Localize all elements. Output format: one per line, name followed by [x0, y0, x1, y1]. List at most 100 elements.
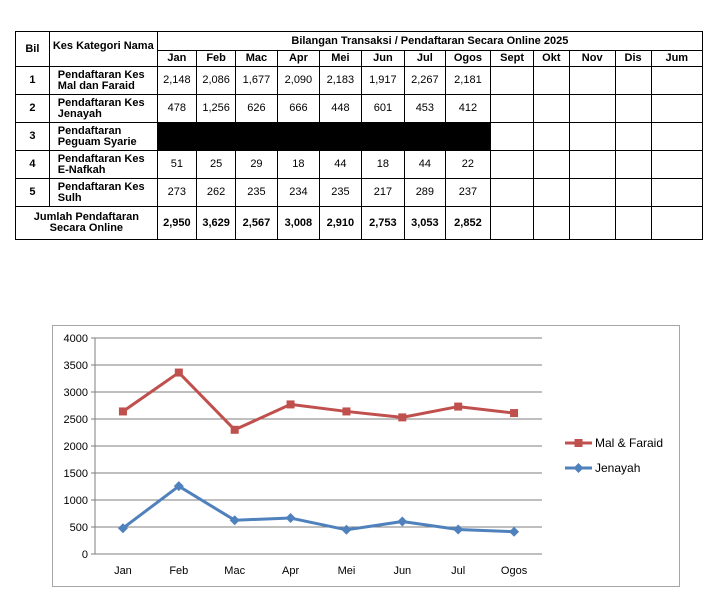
- total-cell: 3,053: [404, 206, 446, 240]
- series-line-2: [122, 484, 515, 534]
- x-tick-label: Jan: [114, 565, 132, 577]
- total-label: Jumlah Pendaftaran Secara Online: [15, 206, 158, 240]
- table-cell: 235: [319, 178, 362, 207]
- table-cell: [568, 122, 616, 151]
- month-header-sept: Sept: [490, 50, 534, 67]
- registration-table: Bil Kes Kategori Nama Bilangan Transaksi…: [15, 31, 704, 240]
- table-cell: [650, 150, 704, 179]
- table-cell: [490, 122, 534, 151]
- table-cell: [568, 66, 616, 95]
- table-cell: 666: [276, 94, 321, 123]
- month-header-okt: Okt: [532, 50, 570, 67]
- y-tick-label: 2500: [64, 414, 88, 426]
- table-cell: 273: [156, 178, 197, 207]
- x-tick-label: Feb: [169, 565, 188, 577]
- table-cell: [650, 178, 704, 207]
- data-point: [453, 524, 464, 535]
- table-cell: 18: [276, 150, 321, 179]
- row-category-line: Pendaftaran: [57, 124, 122, 137]
- data-point: [454, 402, 463, 411]
- table-cell: 262: [195, 178, 237, 207]
- table-cell: 29: [235, 150, 278, 179]
- table-row: 4 Pendaftaran Kes E-Nafkah 51 25 29 18 44 18 44 22: [15, 150, 704, 179]
- row-number: 5: [15, 178, 50, 207]
- table-cell: [532, 66, 570, 95]
- total-cell: 2,950: [156, 206, 197, 240]
- y-tick-label: 3000: [64, 387, 88, 399]
- legend-label: Mal & Faraid: [595, 436, 663, 450]
- x-tick-label: Mac: [224, 565, 245, 577]
- row-category: Pendaftaran Kes E-Nafkah: [48, 150, 158, 179]
- data-point: [174, 368, 183, 377]
- legend-label: Jenayah: [595, 461, 640, 475]
- month-header-jul: Jul: [404, 50, 446, 67]
- table-cell: [568, 178, 616, 207]
- table-cell: 25: [195, 150, 237, 179]
- total-cell: 2,910: [319, 206, 362, 240]
- total-row: Jumlah Pendaftaran Secara Online 2,950 3,62…: [15, 206, 704, 240]
- registration-table-container: Bil Kes Kategori Nama Bilangan Transaksi…: [15, 31, 704, 240]
- table-cell: [532, 122, 570, 151]
- legend-marker: [574, 439, 583, 447]
- table-cell: 2,183: [319, 66, 362, 95]
- table-row: 5 Pendaftaran Kes Sulh 273 262 235 234 235 217 28…: [15, 178, 704, 207]
- row-category-line: E-Nafkah: [57, 163, 106, 176]
- table-cell: [490, 178, 534, 207]
- row-category: Pendaftaran Kes Mal dan Faraid: [48, 66, 158, 95]
- total-cell: 3,629: [195, 206, 237, 240]
- row-number: 1: [15, 66, 50, 95]
- row-number: 2: [15, 94, 50, 123]
- y-tick-label: 2000: [64, 441, 88, 453]
- x-tick-label: Jun: [393, 565, 411, 577]
- table-cell: [650, 94, 704, 123]
- month-header-jan: Jan: [156, 50, 197, 67]
- data-point: [229, 515, 240, 526]
- header-kategori: Kes Kategori Nama: [48, 31, 158, 67]
- table-body: 1 Pendaftaran Kes Mal dan Faraid 2,148 2,086…: [15, 66, 704, 240]
- total-cell: 2,852: [444, 206, 492, 240]
- row-category: Pendaftaran Kes Sulh: [48, 178, 158, 207]
- table-cell: 234: [276, 178, 321, 207]
- table-cell: 453: [404, 94, 446, 123]
- total-cell: [650, 206, 704, 240]
- table-cell: 44: [319, 150, 362, 179]
- data-point: [510, 409, 519, 418]
- month-header-ogos: Ogos: [444, 50, 492, 67]
- x-tick-label: Ogos: [501, 565, 528, 577]
- data-point: [341, 524, 352, 535]
- table-cell: 2,086: [195, 66, 237, 95]
- row-category-line: Peguam Syarie: [57, 135, 137, 148]
- table-cell: 235: [235, 178, 278, 207]
- total-cell: 2,753: [360, 206, 406, 240]
- table-cell: [490, 66, 534, 95]
- header-bil: Bil: [15, 31, 50, 67]
- total-cell: 3,008: [276, 206, 321, 240]
- table-cell: [614, 150, 652, 179]
- data-point: [285, 513, 296, 524]
- table-cell: 22: [444, 150, 492, 179]
- table-header: Bil Kes Kategori Nama Bilangan Transaksi…: [15, 31, 704, 67]
- table-cell: 626: [235, 94, 278, 123]
- table-cell: 2,090: [276, 66, 321, 95]
- total-cell: [614, 206, 652, 240]
- table-cell: 18: [360, 150, 406, 179]
- row-category-line: Pendaftaran Kes: [57, 152, 145, 165]
- table-cell: 1,677: [235, 66, 278, 95]
- table-cell: 1,256: [195, 94, 237, 123]
- redacted-cells: [156, 122, 492, 151]
- table-cell: 217: [360, 178, 406, 207]
- y-tick-label: 1000: [64, 495, 88, 507]
- table-row: 1 Pendaftaran Kes Mal dan Faraid 2,148 2,086…: [15, 66, 704, 95]
- y-tick-label: 3500: [64, 360, 88, 372]
- table-row: 2 Pendaftaran Kes Jenayah 478 1,256 626 666 448…: [15, 94, 704, 123]
- table-cell: 478: [156, 94, 197, 123]
- data-point: [509, 526, 520, 537]
- table-cell: 44: [404, 150, 446, 179]
- table-cell: 448: [319, 94, 362, 123]
- month-header-mei: Mei: [319, 50, 362, 67]
- month-header-mac: Mac: [235, 50, 278, 67]
- row-category-line: Pendaftaran Kes: [57, 68, 145, 81]
- row-category: Pendaftaran Kes Jenayah: [48, 94, 158, 123]
- x-tick-label: Apr: [282, 565, 299, 577]
- table-row: 3 Pendaftaran Peguam Syarie: [15, 122, 704, 151]
